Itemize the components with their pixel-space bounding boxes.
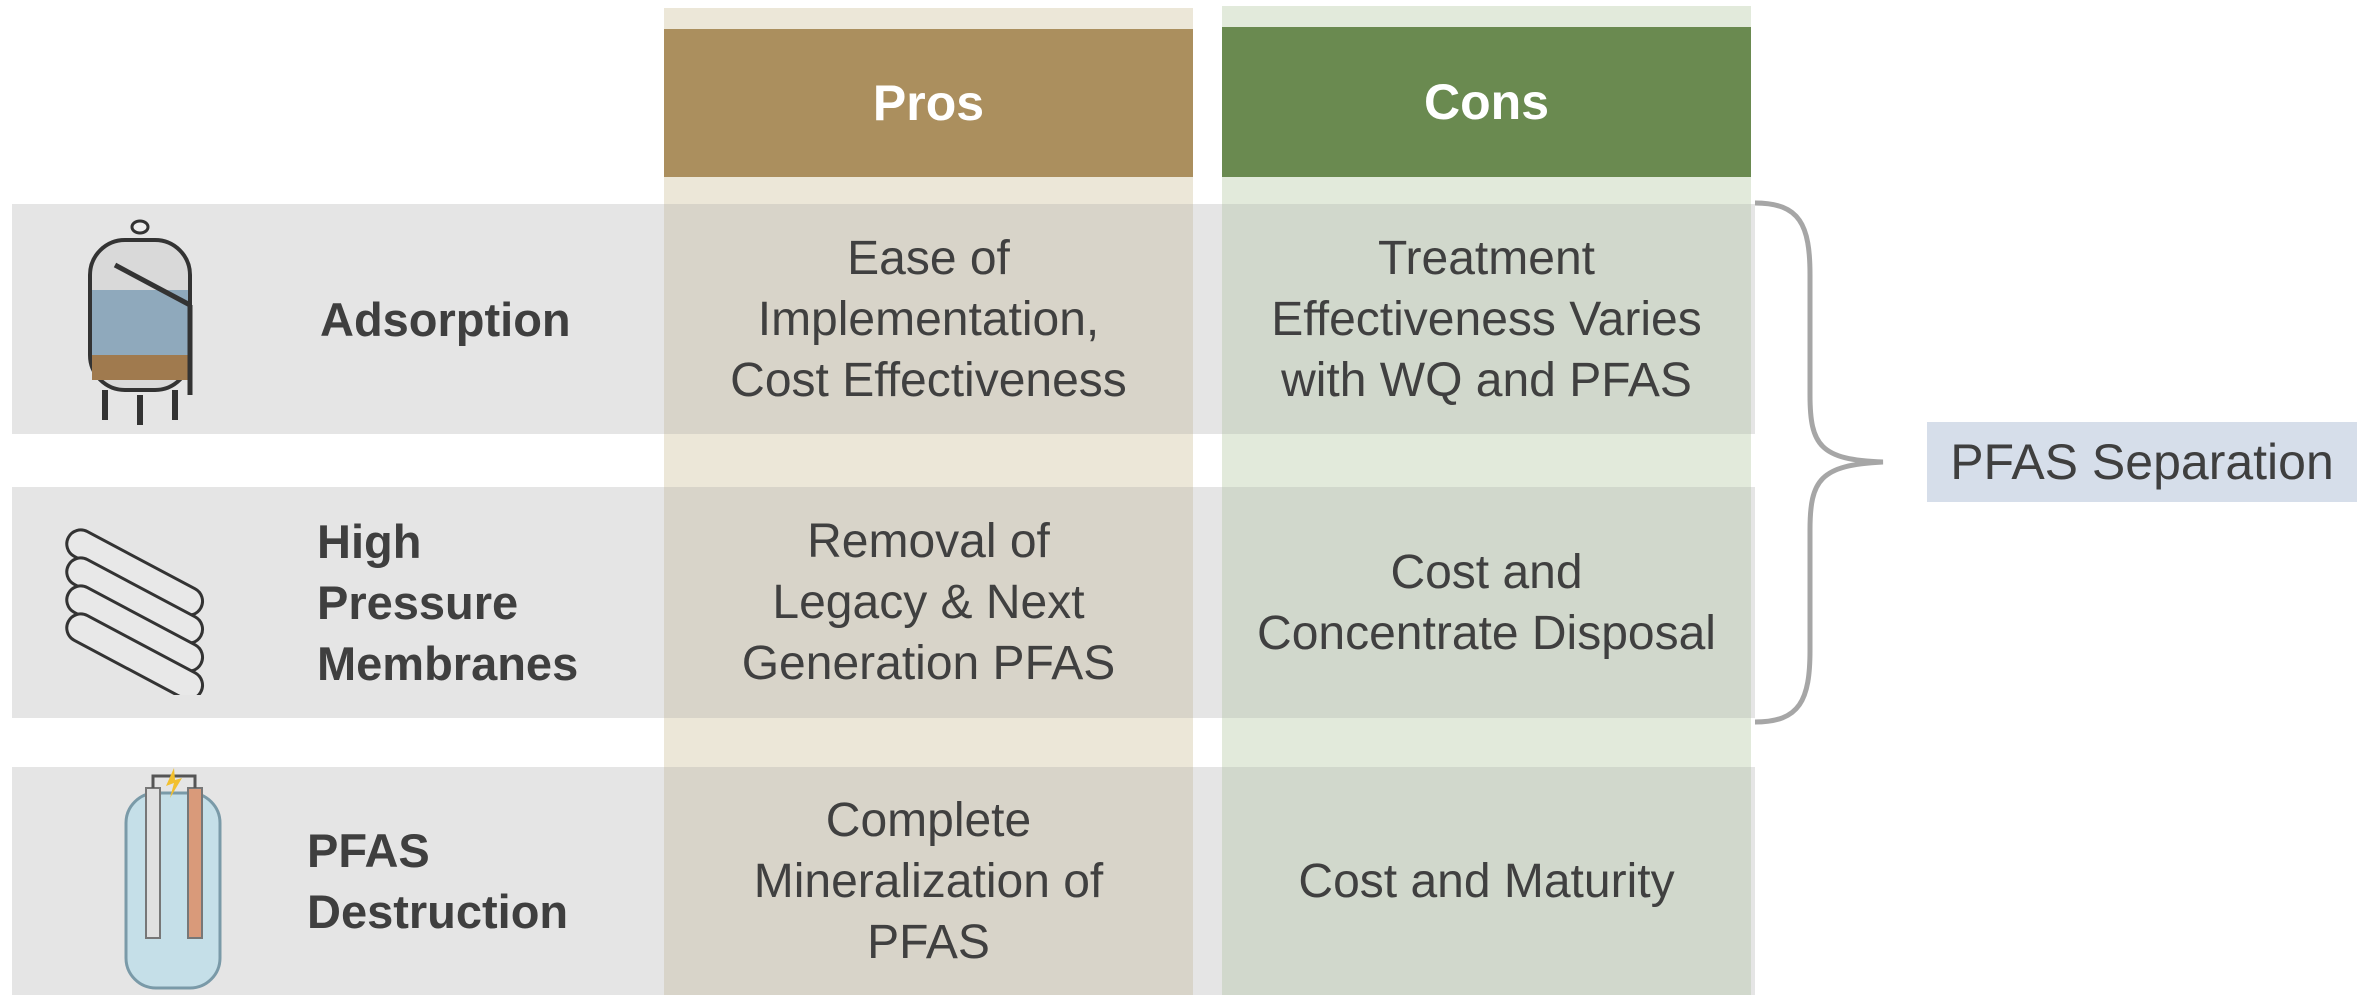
text-line: Effectiveness Varies: [1271, 292, 1702, 346]
pros-cell: Complete Mineralization of PFAS: [664, 767, 1193, 995]
text-line: Complete: [825, 793, 1032, 847]
pros-header: Pros: [664, 29, 1193, 177]
brace: [1754, 200, 1884, 725]
text-line: Ease of: [847, 231, 1010, 285]
text-line: Adsorption: [320, 292, 571, 346]
text-line: Destruction: [307, 885, 569, 938]
text-line: Cost and Maturity: [1298, 854, 1675, 908]
text-line: with WQ and PFAS: [1281, 353, 1692, 407]
row-label: Adsorption: [320, 204, 660, 434]
text-line: PFAS: [307, 824, 430, 877]
tank-icon: [88, 219, 193, 425]
text-line: Legacy & Next: [772, 576, 1085, 629]
row-label: High Pressure Membranes: [317, 487, 657, 718]
text-line: Pressure: [317, 576, 519, 629]
text-line: PFAS: [867, 915, 990, 969]
text-line: Generation PFAS: [741, 637, 1116, 690]
cons-cell: Cost and Maturity: [1222, 767, 1751, 995]
cons-header: Cons: [1222, 27, 1751, 177]
text-line: Cost Effectiveness: [730, 353, 1127, 407]
text-line: Membranes: [317, 637, 579, 690]
cons-cell: Cost and Concentrate Disposal: [1222, 487, 1751, 718]
pros-cell: Removal of Legacy & Next Generation PFAS: [664, 487, 1193, 718]
text-line: Mineralization of: [753, 854, 1104, 908]
pros-cell: Ease of Implementation, Cost Effectiveness: [664, 204, 1193, 434]
membrane-icon: [65, 528, 205, 695]
text-line: Removal of: [807, 515, 1050, 568]
text-line: High: [317, 515, 422, 568]
cons-cell: Treatment Effectiveness Varies with WQ and…: [1222, 204, 1751, 434]
text-line: Implementation,: [757, 292, 1100, 346]
text-line: Concentrate Disposal: [1257, 606, 1716, 660]
group-label: PFAS Separation: [1927, 422, 2357, 502]
cell-icon: [124, 768, 222, 990]
text-line: Treatment: [1378, 231, 1595, 285]
text-line: Cost and: [1390, 545, 1583, 599]
row-label: PFAS Destruction: [307, 767, 647, 995]
